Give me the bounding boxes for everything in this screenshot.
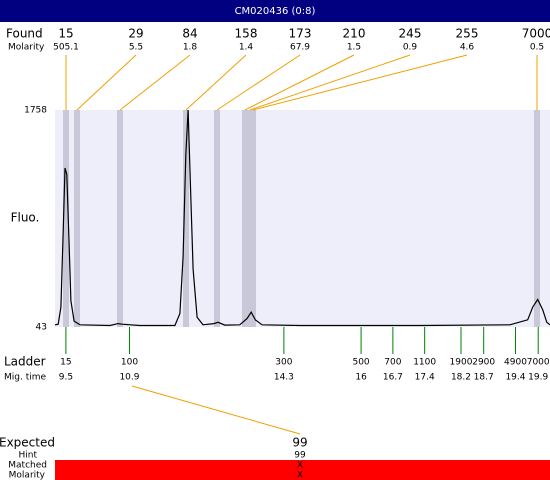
peak-connector: [185, 54, 247, 111]
ladder-mig-time: 14.3: [274, 373, 294, 383]
matched-label: Matched: [8, 461, 47, 471]
ladder-mig-time: 19.9: [528, 373, 548, 383]
ladder-mig-time: 18.7: [474, 373, 494, 383]
peak-connector: [119, 54, 191, 111]
found-molarity: 0.9: [403, 43, 418, 53]
y-tick-label: 43: [36, 323, 47, 333]
found-molarity: 1.4: [239, 43, 254, 53]
ladder-size: 2900: [472, 358, 495, 368]
ladder-size: 1900: [450, 358, 473, 368]
ladder-size: 4900: [504, 358, 527, 368]
peak-band: [74, 110, 80, 327]
hint-value: 99: [294, 451, 306, 461]
found-size: 15: [58, 27, 73, 41]
peak-band: [214, 110, 220, 327]
ladder-size: 700: [384, 358, 401, 368]
peak-connector: [244, 54, 355, 111]
peak-band: [534, 110, 540, 327]
found-size: 158: [235, 27, 258, 41]
peak-connector: [252, 54, 468, 111]
peak-connector: [249, 54, 411, 111]
hint-label: Hint: [18, 451, 37, 461]
molarity-row-value: X: [297, 471, 303, 480]
found-size: 29: [128, 27, 143, 41]
ladder-size: 500: [352, 358, 369, 368]
found-label: Found: [6, 27, 43, 41]
peak-connector: [216, 54, 301, 111]
y-tick-label: 1758: [24, 106, 47, 116]
ladder-size: 300: [275, 358, 292, 368]
found-size: 84: [182, 27, 197, 41]
expected-label: Expected: [0, 436, 55, 450]
matched-bar: [55, 460, 550, 480]
found-size: 7000: [522, 27, 550, 41]
found-molarity: 505.1: [53, 43, 79, 53]
found-molarity: 1.5: [347, 43, 361, 53]
header-title: CM020436 (0:8): [235, 6, 316, 17]
molarity-row-label: Molarity: [9, 471, 46, 480]
ladder-size: 7000: [527, 358, 550, 368]
header-bar: [0, 0, 550, 22]
peak-bands: [63, 110, 540, 327]
found-molarity: 1.8: [183, 43, 198, 53]
ladder-mig-time: 19.4: [505, 373, 525, 383]
peak-connector: [76, 54, 137, 111]
trace: [54, 109, 550, 327]
found-molarity: 67.9: [290, 43, 310, 53]
peak-band: [183, 110, 189, 327]
ladder-size: 15: [60, 358, 71, 368]
ladder-size: 1100: [413, 358, 436, 368]
peak-band: [117, 110, 123, 327]
ladder-mig-time: 9.5: [59, 373, 73, 383]
ladder-size: 100: [121, 358, 138, 368]
mig-time-label: Mig. time: [4, 373, 46, 383]
ladder-mig-time: 17.4: [415, 373, 435, 383]
peak-band: [250, 110, 256, 327]
found-size: 255: [456, 27, 479, 41]
y-axis-label: Fluo.: [11, 211, 40, 225]
plot-area: [55, 110, 550, 327]
ladder-label: Ladder: [4, 355, 46, 369]
found-molarity: 0.5: [530, 43, 544, 53]
matched-value: X: [297, 461, 303, 471]
ladder-mig-time: 10.9: [119, 373, 139, 383]
ladder-mig-time: 16: [355, 373, 367, 383]
ladder-mig-time: 18.2: [451, 373, 471, 383]
ladder-mig-time: 16.7: [383, 373, 403, 383]
found-size: 245: [399, 27, 422, 41]
found-size: 173: [289, 27, 312, 41]
molarity-label: Molarity: [8, 43, 45, 53]
expected-value: 99: [292, 436, 307, 450]
peak-band: [242, 110, 248, 327]
found-molarity: 5.5: [129, 43, 143, 53]
found-molarity: 4.6: [460, 43, 475, 53]
found-size: 210: [343, 27, 366, 41]
expected-connector: [131, 385, 301, 435]
peak-band: [63, 110, 69, 327]
